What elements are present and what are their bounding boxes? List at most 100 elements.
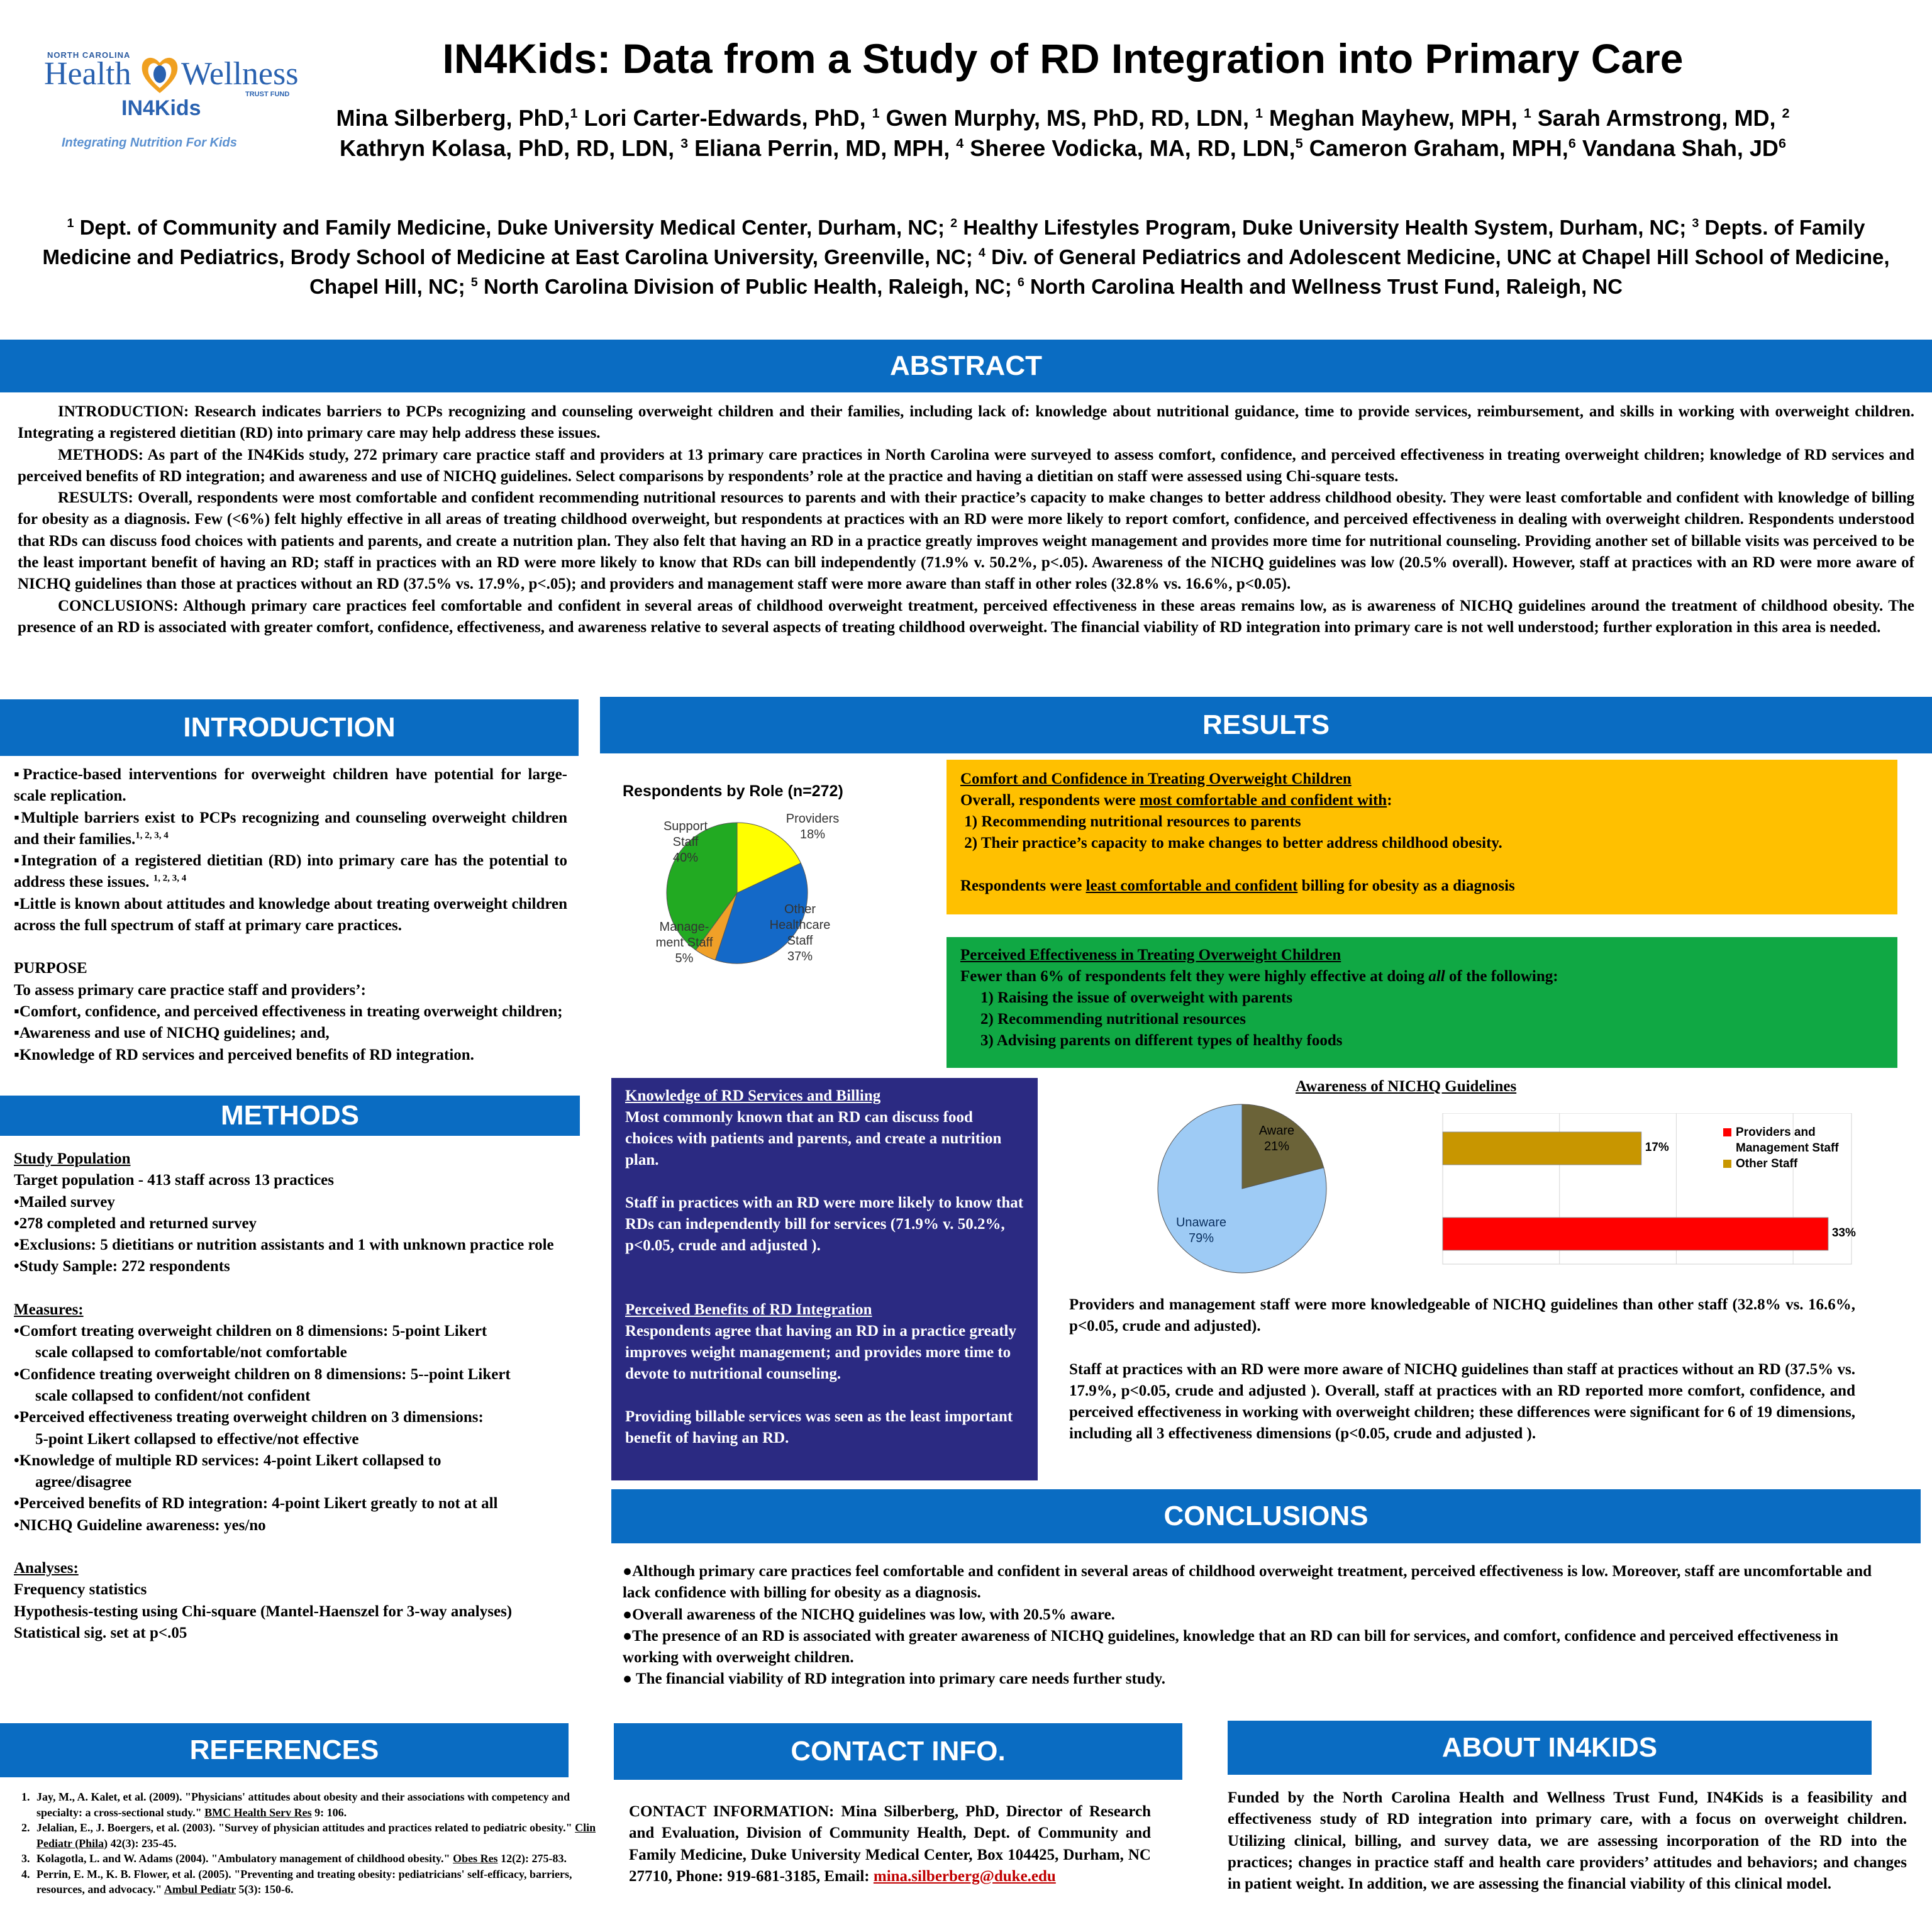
superscript: 1 bbox=[1523, 105, 1531, 121]
pie-label: Aware 21% bbox=[1259, 1124, 1294, 1153]
effectiveness-items: 1) Raising the issue of overweight with … bbox=[960, 987, 1884, 1052]
study-population-heading: Study Population bbox=[14, 1150, 131, 1167]
methods-heading: METHODS bbox=[0, 1096, 580, 1136]
affiliation-text: Div. of General Pediatrics and Adolescen… bbox=[309, 245, 1890, 298]
intro-bullet-text: ▪Practice-based interventions for overwe… bbox=[14, 766, 567, 805]
contact-heading: CONTACT INFO. bbox=[614, 1723, 1182, 1780]
abstract-paragraph: CONCLUSIONS: Although primary care pract… bbox=[18, 597, 1914, 636]
affiliation-text: North Carolina Health and Wellness Trust… bbox=[1024, 275, 1623, 298]
author-name: Meghan Mayhew, MPH, bbox=[1263, 105, 1524, 131]
reference-text: Kolagotla, L. and W. Adams (2004). "Ambu… bbox=[36, 1852, 453, 1865]
legend-swatch bbox=[1723, 1128, 1731, 1136]
intro-bullets: ▪Practice-based interventions for overwe… bbox=[14, 764, 567, 936]
superscript: 3 bbox=[680, 135, 689, 151]
superscript: 1 bbox=[1255, 105, 1263, 121]
poster-title: IN4Kids: Data from a Study of RD Integra… bbox=[442, 35, 1684, 82]
abstract-paragraph: INTRODUCTION: Research indicates barrier… bbox=[18, 403, 1914, 442]
intro-bullet: ▪Multiple barriers exist to PCPs recogni… bbox=[14, 808, 567, 851]
authors-line-2: Kathryn Kolasa, PhD, RD, LDN, 3 Eliana P… bbox=[264, 133, 1862, 164]
superscript: 5 bbox=[1295, 135, 1303, 151]
author-name: Lori Carter-Edwards, PhD, bbox=[577, 105, 872, 131]
author-name: Cameron Graham, MPH, bbox=[1302, 135, 1568, 161]
author-name: Vandana Shah, JD bbox=[1575, 135, 1779, 161]
affiliation-text: Depts. of Family Medicine and Pediatrics… bbox=[42, 216, 1865, 269]
measure-item: •Comfort treating overweight children on… bbox=[14, 1323, 487, 1340]
superscript: 4 bbox=[978, 246, 985, 260]
measure-item-cont: agree/disagree bbox=[35, 1474, 132, 1491]
legend-label: Other Staff bbox=[1736, 1157, 1798, 1170]
analysis-item: Hypothesis-testing using Chi-square (Man… bbox=[14, 1602, 513, 1620]
analyses-heading: Analyses: bbox=[14, 1560, 79, 1577]
introduction-body: ▪Practice-based interventions for overwe… bbox=[14, 764, 567, 1066]
author-name: Mina Silberberg, PhD, bbox=[336, 105, 570, 131]
affiliation-text: Healthy Lifestyles Program, Duke Univers… bbox=[957, 216, 1692, 239]
intro-bullet-text: ▪Little is known about attitudes and kno… bbox=[14, 895, 567, 935]
pie-label-line: 40% bbox=[673, 851, 698, 865]
pie-label-line: Support bbox=[663, 819, 708, 833]
benefits-title: Perceived Benefits of RD Integration bbox=[625, 1301, 872, 1318]
benefits-para-2: Providing billable services was seen as … bbox=[625, 1408, 1013, 1446]
superscript: 3 bbox=[1692, 216, 1699, 230]
contact-email-link[interactable]: mina.silberberg@duke.edu bbox=[873, 1867, 1056, 1885]
author-name: Sarah Armstrong, MD, bbox=[1531, 105, 1782, 131]
contact-body: CONTACT INFORMATION: Mina Silberberg, Ph… bbox=[629, 1803, 1151, 1885]
analysis-item: Statistical sig. set at p<.05 bbox=[14, 1624, 187, 1641]
affiliations: 1 Dept. of Community and Family Medicine… bbox=[31, 213, 1901, 301]
author-name: Eliana Perrin, MD, MPH, bbox=[688, 135, 957, 161]
superscript: 1 bbox=[67, 216, 74, 230]
conclusion-bullet: ●The presence of an RD is associated wit… bbox=[623, 1627, 1839, 1667]
study-line: •Mailed survey bbox=[14, 1193, 115, 1211]
abstract-paragraph: RESULTS: Overall, respondents were most … bbox=[18, 489, 1914, 593]
bar bbox=[1442, 1131, 1642, 1165]
purpose-items: ▪Comfort, confidence, and perceived effe… bbox=[14, 1001, 567, 1066]
effectiveness-box: Perceived Effectiveness in Treating Over… bbox=[947, 937, 1897, 1068]
intro-bullet: ▪Practice-based interventions for overwe… bbox=[14, 764, 567, 808]
bar bbox=[1442, 1217, 1829, 1251]
pie-label-line: Manage- bbox=[660, 920, 709, 934]
pie-label-line: 37% bbox=[787, 950, 813, 963]
measure-item-cont: scale collapsed to comfortable/not comfo… bbox=[35, 1344, 347, 1362]
pie-label-line: Providers bbox=[786, 812, 839, 826]
superscript: 5 bbox=[470, 275, 478, 289]
nichq-title: Awareness of NICHQ Guidelines bbox=[1296, 1078, 1517, 1095]
abstract-heading: ABSTRACT bbox=[0, 340, 1932, 392]
superscript: 1 bbox=[570, 105, 578, 121]
superscript: 1, 2, 3, 4 bbox=[153, 874, 187, 884]
comfort-item: 1) Recommending nutritional resources to… bbox=[960, 813, 1301, 830]
purpose-intro: To assess primary care practice staff an… bbox=[14, 981, 366, 999]
pie-label: Other Healthcare Staff 37% bbox=[770, 902, 831, 963]
introduction-heading: INTRODUCTION bbox=[0, 699, 579, 756]
study-line: •Exclusions: 5 dietitians or nutrition a… bbox=[14, 1236, 554, 1254]
authors: Mina Silberberg, PhD,1 Lori Carter-Edwar… bbox=[264, 103, 1862, 164]
logo: NORTH CAROLINA Health Wellness TRUST FUN… bbox=[38, 49, 302, 156]
superscript: 6 bbox=[1778, 135, 1786, 151]
effectiveness-item: 2) Recommending nutritional resources bbox=[980, 1011, 1246, 1028]
reference-item: Jelalian, E., J. Boergers, et al. (2003)… bbox=[33, 1820, 599, 1851]
measure-item: •Confidence treating overweight children… bbox=[14, 1365, 511, 1383]
intro-bullet: ▪Integration of a registered dietitian (… bbox=[14, 850, 567, 894]
purpose-heading: PURPOSE bbox=[14, 960, 87, 977]
benefits-para-1: Respondents agree that having an RD in a… bbox=[625, 1323, 1016, 1382]
knowledge-para-1: Most commonly known that an RD can discu… bbox=[625, 1109, 1002, 1169]
pie-label-line: Aware bbox=[1259, 1124, 1294, 1138]
superscript: 4 bbox=[956, 135, 964, 151]
pie-label-line: ment Staff bbox=[656, 936, 713, 950]
measure-item: •NICHQ Guideline awareness: yes/no bbox=[14, 1516, 266, 1534]
nichq-text-2: Staff at practices with an RD were more … bbox=[1069, 1360, 1855, 1443]
legend-label: Providers and bbox=[1736, 1126, 1816, 1139]
authors-line-1: Mina Silberberg, PhD,1 Lori Carter-Edwar… bbox=[264, 103, 1862, 133]
comfort-last: Respondents were least comfortable and c… bbox=[960, 877, 1515, 894]
heart-icon bbox=[142, 57, 178, 93]
bar-label: 17% bbox=[1645, 1141, 1669, 1154]
measures-heading: Measures: bbox=[14, 1301, 84, 1318]
role-chart-title: Respondents by Role (n=272) bbox=[623, 782, 843, 800]
knowledge-para-2: Staff in practices with an RD were more … bbox=[625, 1194, 1024, 1254]
knowledge-box: Knowledge of RD Services and Billing Mos… bbox=[611, 1078, 1038, 1480]
pie-label-line: Unaware bbox=[1176, 1216, 1226, 1230]
legend-swatch bbox=[1723, 1160, 1731, 1168]
pie-label-line: 5% bbox=[675, 952, 694, 965]
pie-label-line: 18% bbox=[800, 828, 825, 841]
logo-brand-left: Health bbox=[44, 56, 131, 92]
purpose-item: ▪Knowledge of RD services and perceived … bbox=[14, 1046, 474, 1063]
superscript: 6 bbox=[1568, 135, 1576, 151]
